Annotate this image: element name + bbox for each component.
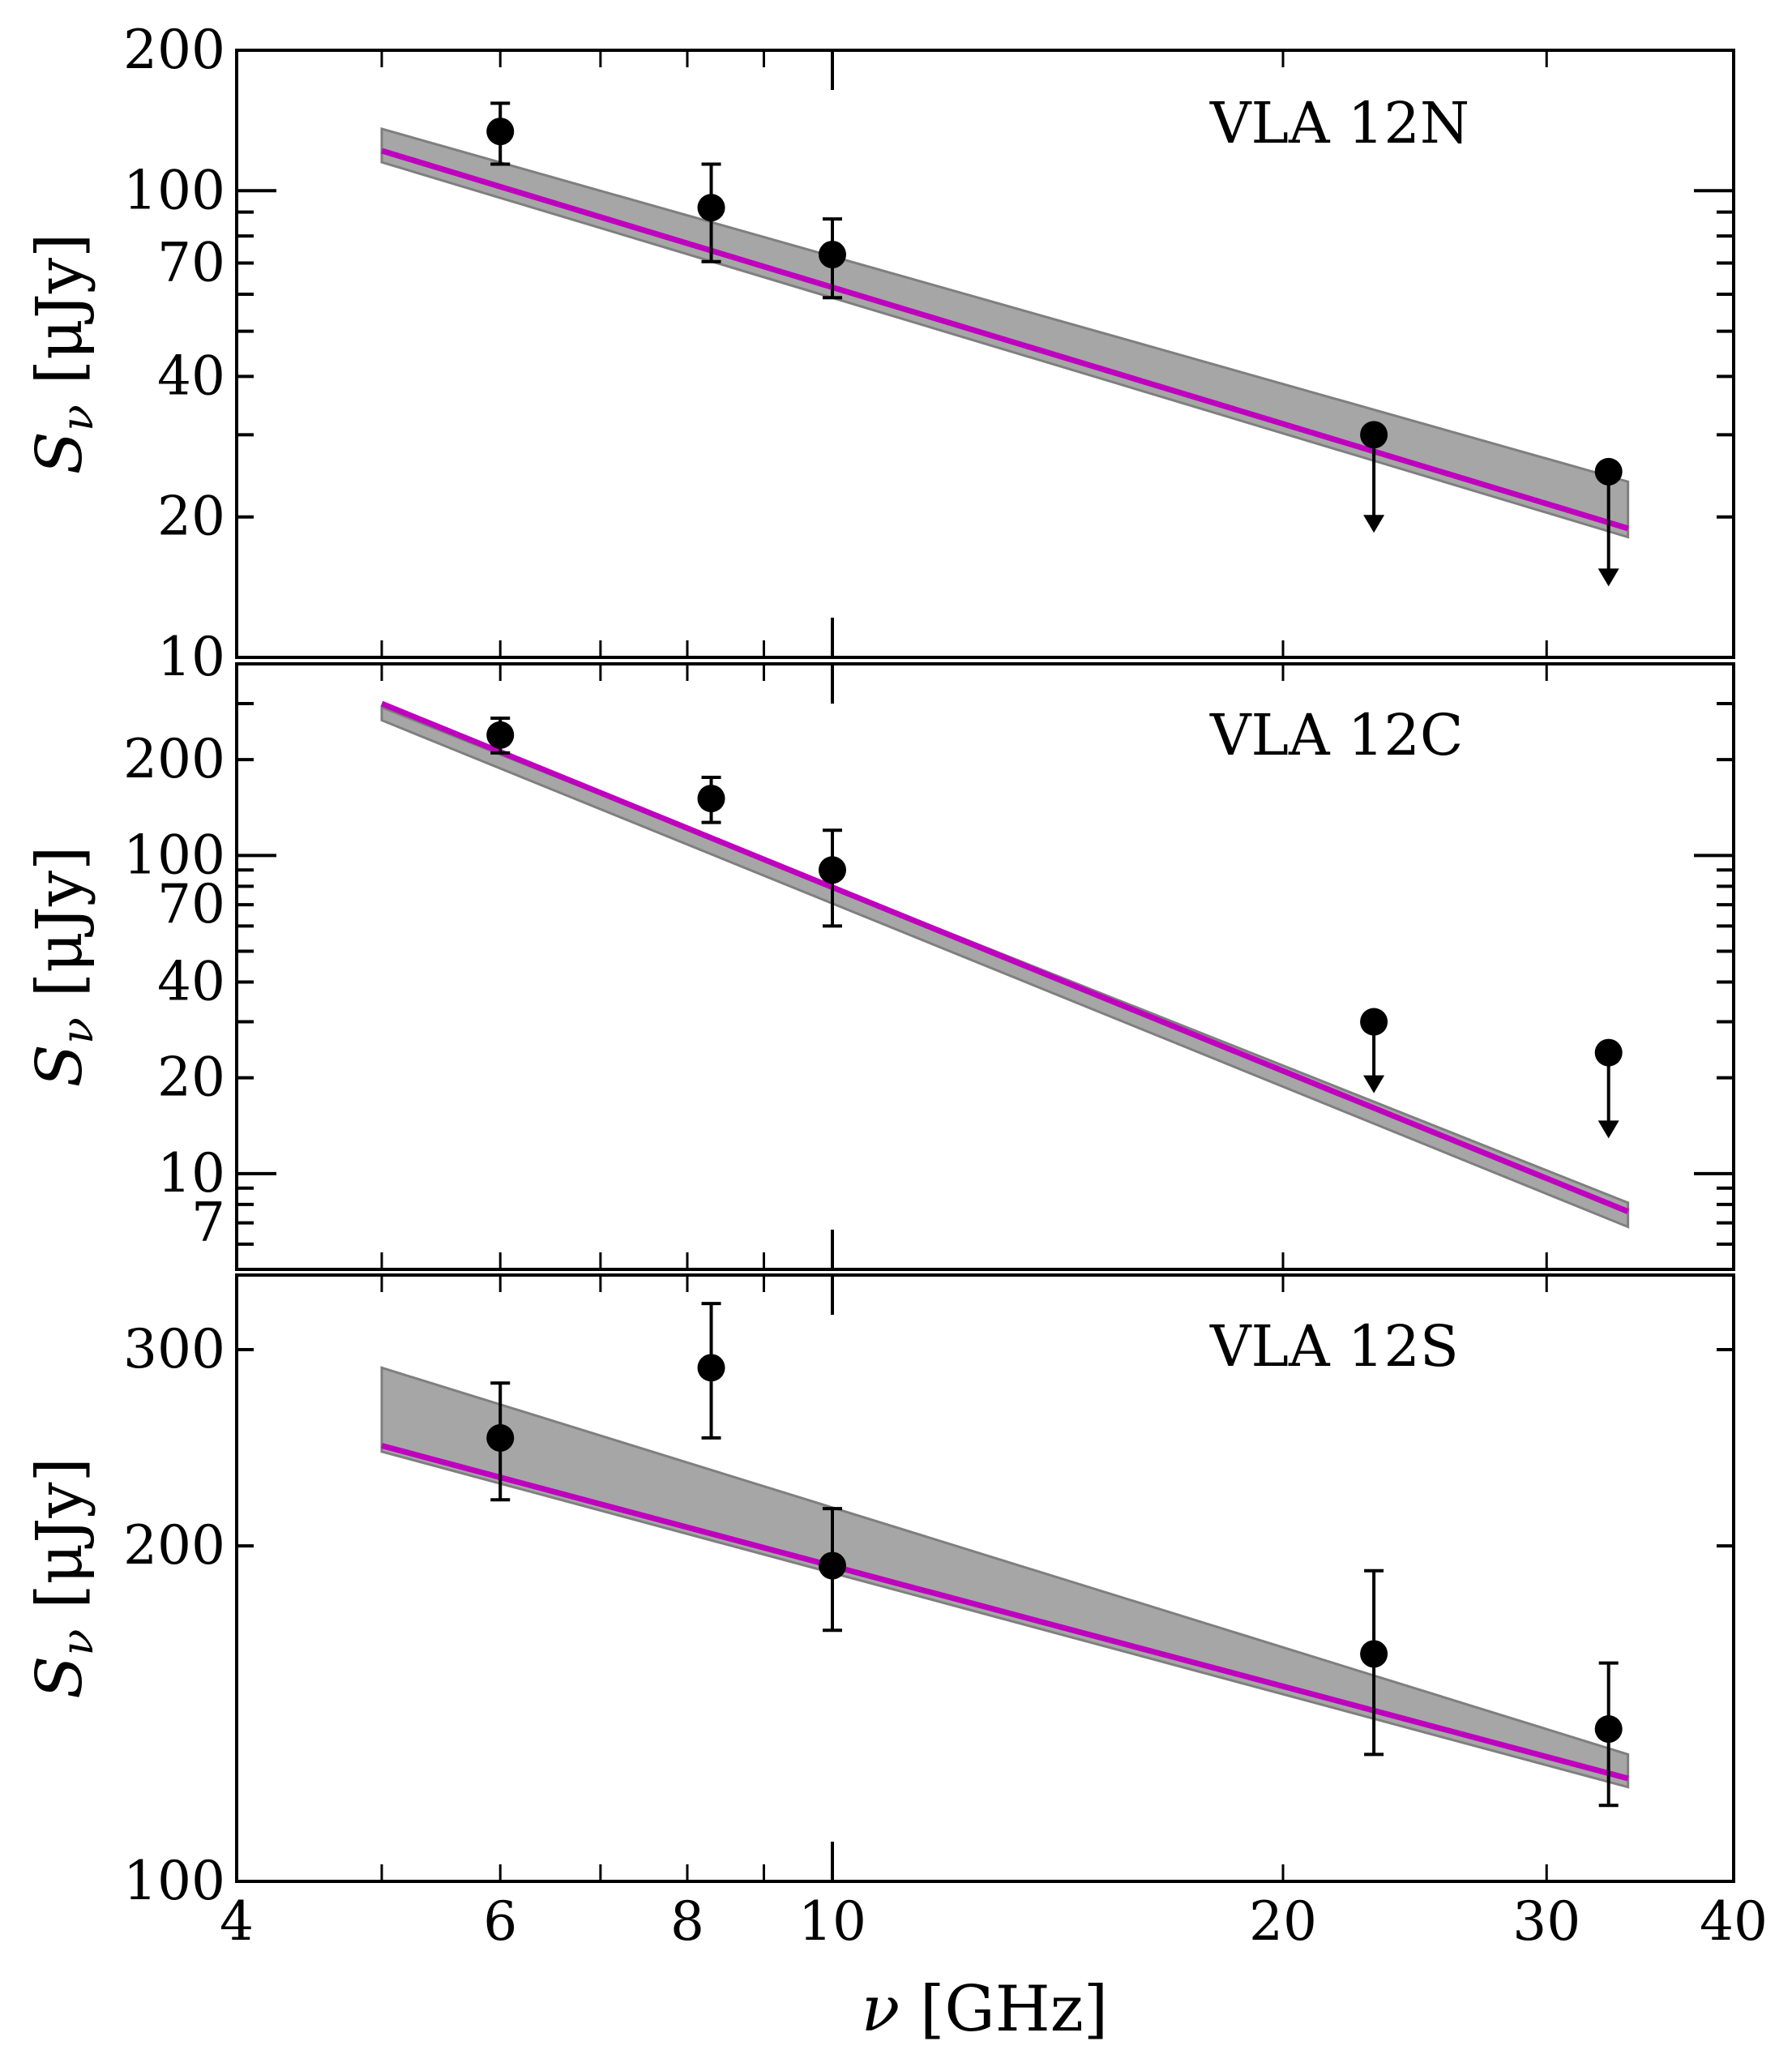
y-axis-label: Sν [μJy] — [24, 1457, 103, 1699]
data-point — [697, 775, 725, 824]
y-tick-label: 300 — [123, 1318, 225, 1380]
data-point — [1360, 1008, 1388, 1093]
upper-limit-arrow-head — [1597, 568, 1619, 587]
y-tick-label: 20 — [157, 486, 225, 548]
y-tick-label: 200 — [123, 1514, 225, 1577]
data-marker — [1594, 457, 1623, 486]
panel-vla-12n: 10 20 40 70 100 200 VLA 12N Sν [μJy] — [24, 19, 1735, 688]
y-tick-label: 40 — [157, 951, 225, 1013]
data-marker — [1594, 1038, 1623, 1067]
fit-line — [381, 1443, 1629, 1782]
x-tick-label: 8 — [670, 1890, 704, 1953]
axes-frame — [235, 662, 1735, 1271]
data-point — [818, 217, 846, 300]
data-point — [486, 1381, 515, 1502]
y-tick-label: 200 — [123, 19, 225, 81]
upper-limit-arrow-head — [1597, 1120, 1619, 1139]
y-tick-label: 100 — [123, 159, 225, 221]
fit-line — [380, 148, 1629, 532]
y-label-unit: [μJy] — [24, 1457, 96, 1629]
data-point — [1594, 457, 1623, 587]
x-tick-label: 40 — [1700, 1890, 1768, 1953]
uncertainty-band — [380, 705, 1630, 1229]
data-marker — [818, 240, 846, 268]
panel-vla-12s: 100 200 300 VLA 12S Sν [μJy] — [24, 1273, 1735, 1912]
data-point — [1360, 1568, 1388, 1757]
y-label-symbol: S — [24, 1656, 96, 1699]
data-marker — [1360, 1008, 1388, 1036]
y-tick-label: 100 — [123, 1850, 225, 1912]
data-point — [697, 1302, 725, 1440]
y-tick-label: 7 — [191, 1192, 225, 1254]
data-point — [1360, 421, 1388, 533]
data-point — [486, 717, 515, 755]
x-tick-label: 10 — [798, 1890, 866, 1953]
uncertainty-band — [380, 1366, 1630, 1789]
panel-label: VLA 12S — [1209, 1313, 1459, 1380]
y-tick-label: 70 — [157, 231, 225, 293]
upper-limit-arrow-head — [1363, 1075, 1385, 1093]
data-marker — [818, 1551, 846, 1580]
data-marker — [818, 856, 846, 884]
y-tick-label: 10 — [157, 1142, 225, 1205]
axes-frame — [235, 49, 1735, 659]
y-axis-label: Sν [μJy] — [24, 846, 103, 1088]
y-label-unit: [μJy] — [24, 233, 96, 405]
x-tick-label: 30 — [1512, 1890, 1580, 1953]
y-tick-label: 40 — [157, 344, 225, 407]
panel-label: VLA 12C — [1209, 702, 1463, 768]
data-marker — [486, 721, 515, 749]
data-marker — [697, 1354, 725, 1382]
x-axis-label: ν [GHz] — [862, 1973, 1109, 2046]
data-point — [697, 162, 725, 263]
fit-line — [380, 700, 1629, 1214]
y-label-unit: [μJy] — [24, 846, 96, 1018]
data-point — [818, 828, 846, 928]
y-label-subscript: ν — [52, 1017, 103, 1044]
y-label-subscript: ν — [52, 1629, 103, 1656]
data-point — [486, 101, 515, 166]
data-marker — [486, 118, 515, 146]
y-tick-label: 100 — [123, 824, 225, 886]
y-tick-label: 70 — [157, 873, 225, 935]
data-point — [1594, 1661, 1623, 1808]
upper-limit-arrow-head — [1363, 515, 1385, 533]
x-tick-label: 6 — [483, 1890, 517, 1953]
y-label-symbol: S — [24, 431, 96, 474]
data-marker — [697, 194, 725, 222]
data-point — [818, 1507, 846, 1633]
x-label-unit: [GHz] — [900, 1973, 1108, 2046]
data-point — [1594, 1038, 1623, 1139]
data-marker — [486, 1423, 515, 1452]
data-marker — [1360, 1640, 1388, 1668]
x-tick-label: 4 — [220, 1890, 254, 1953]
data-marker — [1594, 1715, 1623, 1744]
axes-frame — [235, 1273, 1735, 1883]
y-label-symbol: S — [24, 1044, 96, 1087]
y-label-subscript: ν — [52, 404, 103, 431]
y-tick-label: 200 — [123, 728, 225, 790]
x-label-symbol: ν — [862, 1973, 900, 2046]
y-tick-label: 10 — [157, 626, 225, 688]
y-axis-label: Sν [μJy] — [24, 233, 103, 475]
data-marker — [697, 785, 725, 813]
y-tick-label: 20 — [157, 1046, 225, 1109]
x-tick-label: 20 — [1249, 1890, 1317, 1953]
data-marker — [1360, 421, 1388, 449]
panel-label: VLA 12N — [1209, 90, 1469, 156]
